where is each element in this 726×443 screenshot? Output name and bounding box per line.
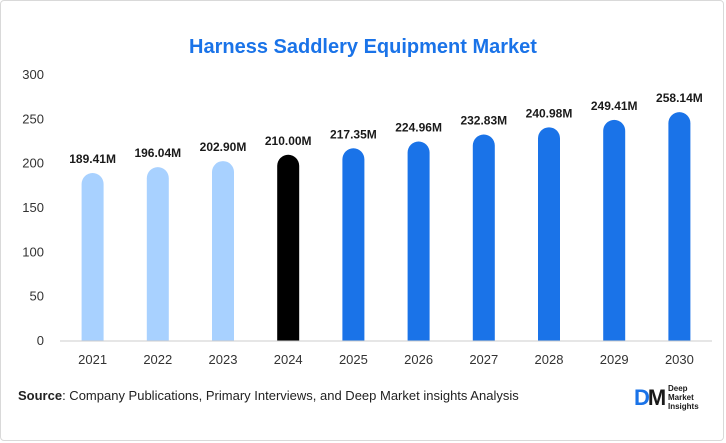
x-axis: 2021 2022 2023 2024 2025 2026 2027 2028 2029 2030 <box>60 340 712 367</box>
data-label-2028: 240.98M <box>526 106 573 120</box>
logo-mark: DM <box>634 385 666 410</box>
data-label-2030: 258.14M <box>656 91 703 105</box>
data-label-2026: 224.96M <box>395 121 442 135</box>
y-tick-label: 250 <box>22 111 44 126</box>
x-tick-label: 2025 <box>339 352 368 367</box>
x-tick-label: 2028 <box>535 352 564 367</box>
y-tick-label: 300 <box>22 67 44 82</box>
x-tick-label: 2021 <box>78 352 107 367</box>
x-tick-label: 2024 <box>274 352 303 367</box>
y-tick-label: 150 <box>22 200 44 215</box>
data-label-2025: 217.35M <box>330 127 377 141</box>
x-tick-label: 2026 <box>404 352 433 367</box>
bar-2025 <box>342 148 365 341</box>
y-tick-label: 200 <box>22 156 44 171</box>
data-label-2029: 249.41M <box>591 99 638 113</box>
bar-2029 <box>603 119 626 341</box>
y-tick-label: 50 <box>30 289 44 304</box>
bar-2022 <box>146 167 169 341</box>
y-tick-label: 0 <box>37 333 44 348</box>
data-label-2027: 232.83M <box>460 114 507 128</box>
y-tick-label: 100 <box>22 244 44 259</box>
y-axis: 0 50 100 150 200 250 300 <box>22 67 44 348</box>
bar-2023 <box>212 161 234 341</box>
bar-2028 <box>538 127 560 341</box>
data-label-2023: 202.90M <box>200 140 247 154</box>
deep-market-insights-logo: DM Deep Market Insights <box>634 383 714 415</box>
logo-text: Deep Market Insights <box>668 384 699 411</box>
bar-2026 <box>407 141 430 341</box>
bar-2021 <box>81 173 104 341</box>
source-label: Source <box>18 388 63 403</box>
bar-2030 <box>668 112 691 341</box>
x-tick-label: 2023 <box>209 352 238 367</box>
data-label-2022: 196.04M <box>134 146 181 160</box>
data-label-2021: 189.41M <box>69 152 116 166</box>
x-tick-label: 2029 <box>600 352 629 367</box>
chart-title: Harness Saddlery Equipment Market <box>189 36 537 58</box>
bar-2024 <box>277 154 300 341</box>
x-tick-label: 2022 <box>143 352 172 367</box>
source-text: : Company Publications, Primary Intervie… <box>62 388 519 403</box>
data-label-2024: 210.00M <box>265 134 312 148</box>
source-note: Source: Company Publications, Primary In… <box>18 388 519 403</box>
bars: 189.41M 196.04M 202.90M 210.00M 217.35M 224.9… <box>69 91 703 341</box>
x-tick-label: 2027 <box>469 352 498 367</box>
x-tick-label: 2030 <box>665 352 694 367</box>
bar-2027 <box>472 134 495 341</box>
